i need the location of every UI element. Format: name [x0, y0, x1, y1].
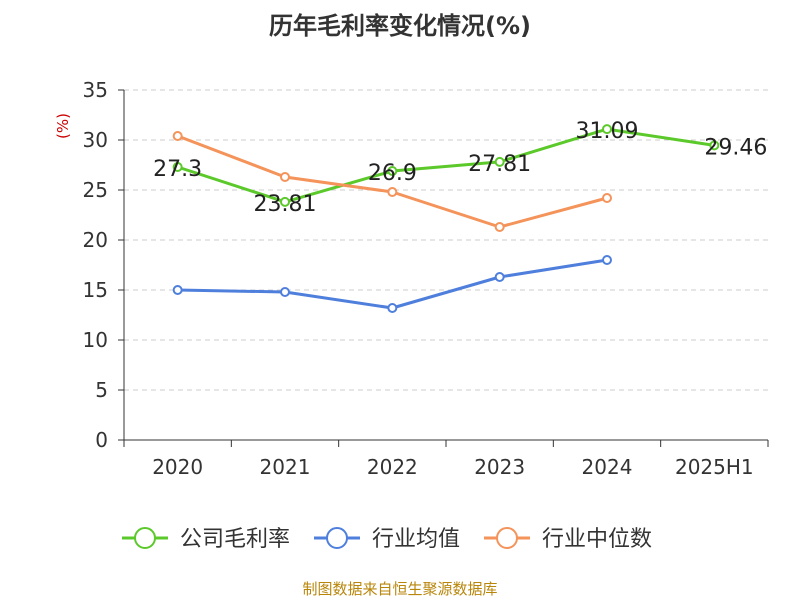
data-point: [280, 172, 290, 182]
y-tick-label: 35: [83, 78, 108, 102]
data-point: [709, 140, 720, 151]
data-point: [494, 156, 505, 167]
data-point: [172, 285, 183, 295]
y-tick-label: 5: [95, 378, 108, 402]
data-label: 27.3: [153, 157, 202, 182]
data-label: 29.46: [704, 135, 767, 160]
data-point: [602, 255, 612, 265]
data-point: [172, 131, 183, 141]
y-tick-label: 0: [95, 428, 108, 452]
y-tick-label: 15: [83, 278, 108, 302]
data-label: 31.09: [576, 119, 639, 144]
y-tick-label: 30: [83, 128, 108, 152]
data-label: 26.9: [368, 161, 417, 186]
data-point: [494, 272, 505, 282]
data-label: 23.81: [254, 192, 317, 217]
y-tick-label: 10: [83, 328, 108, 352]
x-tick-label: 2023: [474, 455, 525, 479]
data-point: [280, 287, 290, 297]
y-tick-label: 20: [83, 228, 108, 252]
x-tick-label: 2025H1: [675, 455, 754, 479]
legend-label: 行业中位数: [542, 527, 652, 552]
data-point: [387, 187, 398, 197]
x-tick-label: 2020: [152, 455, 203, 479]
data-point: [602, 193, 612, 203]
series-line: [177, 127, 715, 204]
data-point: [387, 166, 398, 176]
legend-label: 公司毛利率: [180, 527, 290, 552]
chart-title: 历年毛利率变化情况(%): [269, 12, 531, 40]
data-label: 27.81: [468, 152, 531, 177]
legend-marker: [496, 527, 518, 549]
data-point: [172, 162, 183, 172]
data-point: [280, 196, 290, 207]
x-tick-label: 2022: [367, 455, 418, 479]
x-tick-label: 2021: [260, 455, 311, 479]
series-line: [177, 258, 608, 310]
data-point: [602, 124, 612, 135]
line-chart: 0 5 10 15 20 25 30 35 2020 2021 2022 2023 2024 2025H1…: [54, 78, 769, 552]
source-note: 制图数据来自恒生聚源数据库: [302, 580, 498, 598]
data-point: [494, 222, 505, 232]
legend-label: 行业均值: [372, 527, 460, 552]
y-tick-label: 25: [83, 178, 108, 202]
x-tick-label: 2024: [582, 455, 633, 479]
y-axis-label: (%): [54, 113, 72, 139]
legend-marker: [134, 527, 156, 549]
legend-marker: [326, 527, 348, 549]
data-point: [387, 303, 398, 313]
